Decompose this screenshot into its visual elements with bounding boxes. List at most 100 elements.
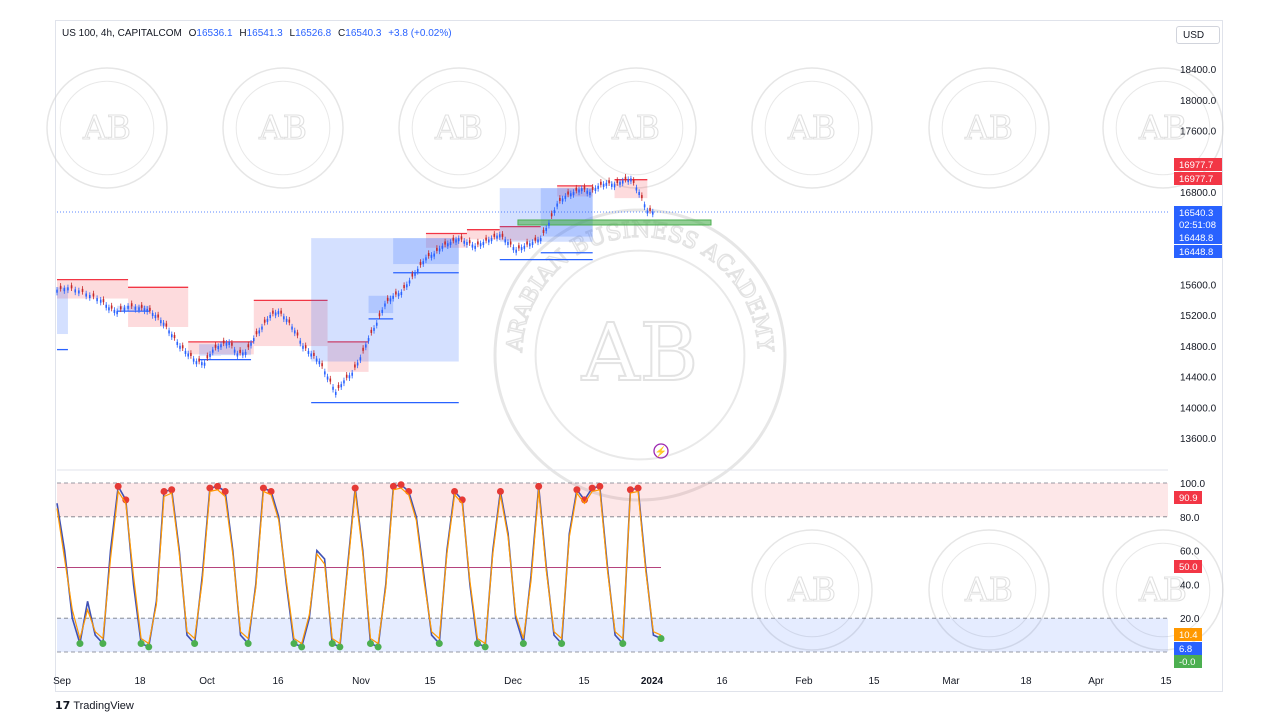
candle-body	[466, 241, 468, 246]
tradingview-text: TradingView	[73, 700, 134, 712]
candle-body	[641, 195, 643, 199]
symbol-title[interactable]: US 100, 4h, CAPITALCOM	[62, 28, 182, 39]
candle-body	[580, 188, 583, 192]
candle-body	[638, 192, 640, 196]
candle-body	[143, 308, 146, 312]
candle-body	[597, 185, 599, 189]
candle-body	[173, 334, 176, 339]
candle-body	[605, 182, 608, 186]
price-tick-2: 17600.0	[1180, 127, 1217, 138]
osc-badge-3	[1174, 642, 1202, 655]
osc-trough-dot	[191, 640, 199, 648]
support-zone-1	[117, 305, 150, 310]
osc-peak-dot	[259, 484, 267, 492]
candle-body	[531, 241, 534, 246]
osc-peak-dot	[397, 481, 405, 489]
tradingview-logo[interactable]: 17 TradingView	[55, 699, 134, 712]
candle-body	[313, 352, 315, 356]
candle-body	[550, 213, 553, 217]
watermark-small-6: AB	[1102, 67, 1224, 189]
resistance-zone-4	[327, 341, 369, 372]
candle-body	[293, 330, 296, 334]
candle-body	[59, 285, 62, 289]
osc-peak-dot	[626, 486, 634, 494]
watermark-small-4-outer	[751, 67, 873, 189]
osc-peak-dot	[634, 484, 642, 492]
price-badge-text-2: 16540.3	[1179, 208, 1213, 219]
candle-body	[67, 287, 69, 291]
osc-tick-0: 100.0	[1180, 479, 1205, 490]
candle-body	[116, 311, 118, 315]
candle-body	[146, 308, 148, 312]
resistance-zone-0	[57, 279, 129, 299]
candle-body	[356, 362, 359, 366]
candle-body	[130, 303, 133, 307]
osc-trough-dot	[145, 643, 153, 651]
price-badge-text-0: 16977.7	[1179, 160, 1213, 171]
candle-body	[381, 309, 384, 313]
watermark-large-inner	[534, 249, 746, 461]
time-tick-14: Apr	[1088, 676, 1104, 687]
candle-body	[575, 187, 578, 191]
time-tick-4: Nov	[352, 676, 370, 687]
candle-body	[261, 326, 263, 330]
candle-body	[619, 181, 621, 185]
support-zone-3	[220, 341, 252, 356]
candle-body	[460, 236, 463, 240]
candle-body	[561, 198, 564, 202]
price-badge-text-1: 16977.7	[1179, 174, 1213, 185]
candle-body	[433, 253, 435, 257]
watermark-small-9-inner	[1115, 542, 1211, 638]
price-badge-0	[1174, 158, 1222, 171]
candle-body	[624, 176, 627, 180]
candle-body	[425, 257, 427, 261]
time-tick-8: 2024	[641, 676, 664, 687]
candle-body	[329, 378, 332, 382]
watermark-small-9-letters: AB	[1138, 570, 1187, 609]
time-tick-12: Mar	[942, 676, 960, 687]
candle-body	[447, 243, 449, 247]
time-tick-2: Oct	[199, 676, 215, 687]
candle-body	[474, 245, 476, 249]
watermark-small-2-inner	[411, 80, 507, 176]
candle-body	[113, 309, 116, 313]
candle-body	[108, 307, 110, 311]
candle-body	[255, 331, 258, 335]
osc-trough-dot	[558, 640, 566, 648]
candle-body	[236, 353, 239, 357]
watermark-small-2: AB	[398, 67, 520, 189]
candle-body	[416, 268, 419, 272]
candle-body	[567, 191, 569, 195]
candle-body	[119, 306, 122, 310]
candle-body	[81, 288, 84, 292]
time-tick-1: 18	[134, 676, 146, 687]
watermark-small-0: AB	[46, 67, 168, 189]
price-badge-text-4: 16448.8	[1179, 233, 1213, 244]
watermark-small-1: AB	[222, 67, 344, 189]
candle-body	[138, 307, 140, 311]
candle-body	[304, 345, 307, 349]
candle-body	[337, 384, 340, 389]
candle-body	[217, 346, 220, 350]
candle-body	[430, 254, 433, 258]
candle-body	[154, 315, 157, 319]
support-zone-0	[57, 287, 68, 335]
candle-body	[438, 248, 441, 252]
watermark-small-4-inner	[764, 80, 860, 176]
candle-body	[310, 353, 312, 357]
candle-body	[157, 314, 159, 318]
overbought-zone	[57, 483, 1168, 517]
price-badge-4	[1174, 231, 1222, 244]
currency-selector[interactable]: USD	[1176, 26, 1220, 44]
watermark-small-0-letters: AB	[82, 108, 131, 147]
low-label: L	[289, 28, 296, 39]
candle-body	[436, 247, 438, 251]
osc-trough-dot	[657, 634, 665, 642]
osc-peak-dot	[351, 484, 359, 492]
price-badge-5	[1174, 245, 1222, 258]
candle-body	[170, 334, 173, 338]
candle-body	[228, 341, 230, 345]
support-zone-5	[368, 295, 394, 314]
candle-body	[214, 344, 217, 348]
